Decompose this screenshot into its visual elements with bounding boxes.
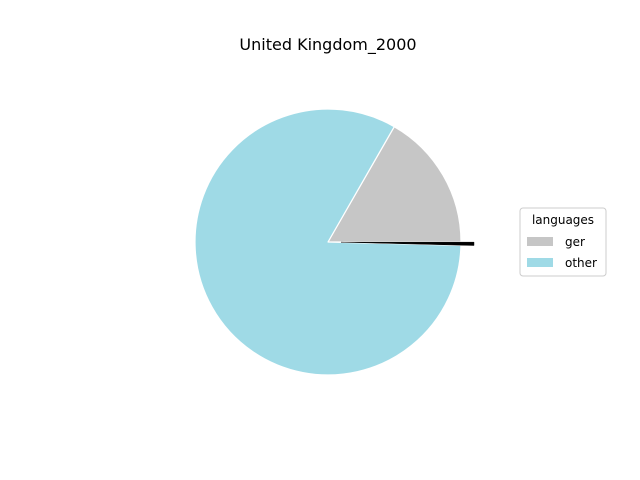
chart-title: United Kingdom_2000 (239, 35, 416, 55)
pie-slices (194, 108, 475, 376)
legend-label-ger: ger (565, 235, 585, 249)
legend-swatch-ger (527, 237, 553, 246)
legend: languages ger other (519, 207, 607, 277)
legend-items: ger other (527, 235, 597, 270)
pie-slice-unlabeled-2 (340, 241, 475, 246)
legend-swatch-other (527, 258, 553, 267)
legend-title: languages (532, 213, 594, 227)
legend-label-other: other (565, 256, 597, 270)
pie-slice-other (194, 108, 462, 376)
pie-slice-ger (327, 126, 462, 243)
